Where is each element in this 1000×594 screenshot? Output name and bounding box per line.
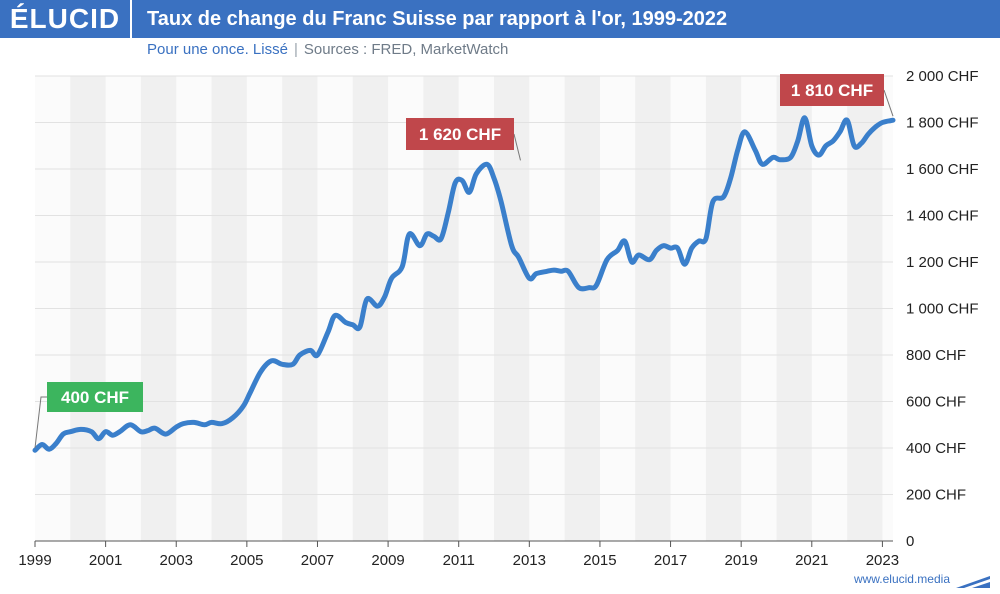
gold-chf-line-chart: 0 200 CHF 400 CHF 600 CHF 800 CHF 1 000 CHF 1 …	[18, 68, 979, 569]
chart-title: Taux de change du Franc Suisse par rappo…	[147, 8, 728, 30]
annotation-label: 1 810 CHF	[791, 81, 873, 100]
x-tick-label: 2021	[795, 552, 828, 569]
subtitle-sources: Sources : FRED, MarketWatch	[303, 41, 509, 58]
y-tick-label: 200 CHF	[906, 487, 966, 504]
y-tick-label: 2 000 CHF	[906, 68, 979, 85]
annotation-label: 1 620 CHF	[419, 125, 501, 144]
y-tick-label: 1 600 CHF	[906, 161, 979, 178]
annotation-leader	[883, 89, 894, 117]
y-tick-label: 800 CHF	[906, 347, 966, 364]
x-tick-label: 2011	[443, 552, 475, 569]
y-tick-label: 1 800 CHF	[906, 115, 979, 132]
annotation-leader	[34, 396, 47, 449]
x-tick-label: 2001	[89, 552, 122, 569]
x-tick-label: 2015	[583, 552, 616, 569]
annotation-callout: 400 CHF	[34, 382, 143, 449]
elucid-logo[interactable]: ÉLUCID	[0, 0, 132, 38]
annotation-box	[406, 118, 514, 150]
header-bar: ÉLUCID Taux de change du Franc Suisse pa…	[0, 0, 1000, 38]
y-tick-label: 1 000 CHF	[906, 301, 979, 318]
footer-url[interactable]: www.elucid.media	[853, 572, 950, 586]
series-line	[32, 115, 896, 453]
x-tick-label: 2009	[371, 552, 404, 569]
x-tick-label: 2003	[160, 552, 193, 569]
annotation-box	[47, 382, 143, 412]
subtitle-note: Pour une once. Lissé	[147, 41, 288, 58]
annotation-callout: 1 810 CHF	[780, 74, 894, 117]
x-tick-label: 2005	[230, 552, 263, 569]
annotation-box	[780, 74, 884, 106]
x-tick-label: 2023	[866, 552, 899, 569]
subtitle-separator: |	[293, 41, 298, 58]
chart-subtitle: Pour une once. Lissé | Sources : FRED, Mar…	[147, 41, 508, 58]
annotation-callout: 1 620 CHF	[406, 118, 521, 161]
x-tick-label: 2017	[654, 552, 687, 569]
y-tick-label: 1 200 CHF	[906, 254, 979, 271]
y-tick-label: 1 400 CHF	[906, 208, 979, 225]
annotation-label: 400 CHF	[61, 388, 129, 407]
x-tick-label: 2007	[301, 552, 334, 569]
x-tick-label: 1999	[18, 552, 51, 569]
elucid-mark-icon	[956, 576, 990, 588]
annotation-leader	[513, 133, 521, 161]
y-tick-label: 600 CHF	[906, 394, 966, 411]
x-tick-label: 2013	[513, 552, 546, 569]
x-tick-label: 2019	[724, 552, 757, 569]
y-tick-label: 400 CHF	[906, 440, 966, 457]
y-tick-label: 0	[906, 533, 914, 550]
